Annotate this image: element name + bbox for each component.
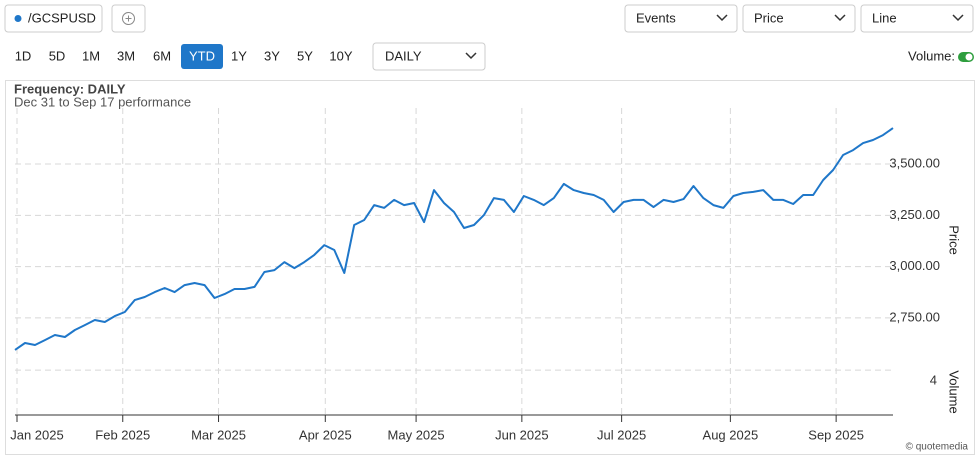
chart-frame bbox=[5, 80, 975, 455]
range-button[interactable]: 3M bbox=[117, 48, 135, 63]
x-tick-label: Aug 2025 bbox=[703, 427, 759, 442]
chevron bbox=[465, 52, 477, 60]
toggle-knob bbox=[965, 53, 973, 61]
x-tick-label: Mar 2025 bbox=[191, 427, 246, 442]
frequency-label: DAILY bbox=[385, 48, 422, 63]
frequency-dropdown[interactable] bbox=[372, 42, 486, 71]
range-button[interactable]: YTD bbox=[189, 48, 215, 63]
volume-toggle-label: Volume: bbox=[908, 48, 955, 63]
y-tick-label: 2,750.00 bbox=[889, 309, 940, 324]
symbol-label: /GCSPUSD bbox=[28, 10, 96, 25]
chevron bbox=[834, 14, 846, 22]
events-label: Events bbox=[636, 10, 676, 25]
x-tick-label: Sep 2025 bbox=[808, 427, 864, 442]
range-button[interactable]: 10Y bbox=[329, 48, 352, 63]
range-button[interactable]: 5Y bbox=[297, 48, 313, 63]
symbol-dot bbox=[14, 15, 22, 22]
x-tick-label: Apr 2025 bbox=[299, 427, 352, 442]
range-button[interactable]: 3Y bbox=[264, 48, 280, 63]
y2-tick-label: 4 bbox=[930, 373, 937, 388]
y-axis-label: Price bbox=[947, 225, 962, 255]
chevron bbox=[716, 14, 728, 22]
symbol-pill[interactable] bbox=[4, 4, 103, 33]
line-label: Line bbox=[872, 10, 897, 25]
chevron bbox=[952, 14, 964, 22]
line-dropdown[interactable] bbox=[860, 4, 974, 33]
range-button[interactable]: 5D bbox=[49, 48, 66, 63]
range-button[interactable]: 1Y bbox=[231, 48, 247, 63]
y-tick-label: 3,000.00 bbox=[889, 258, 940, 273]
price-line bbox=[14, 127, 894, 351]
y2-axis-label: Volume bbox=[947, 370, 962, 413]
range-button-active[interactable] bbox=[181, 44, 223, 69]
range-buttons: 1D 5D 1M 3M 6M YTD 1Y 3Y 5Y 10Y bbox=[15, 44, 353, 69]
y-tick-label: 3,500.00 bbox=[889, 155, 940, 170]
events-dropdown[interactable] bbox=[624, 4, 738, 33]
x-tick-label: Jun 2025 bbox=[495, 427, 549, 442]
add-icon bbox=[122, 12, 135, 25]
price-label: Price bbox=[754, 10, 784, 25]
range-button[interactable]: 1M bbox=[82, 48, 100, 63]
chart-subtitle: Dec 31 to Sep 17 performance bbox=[14, 94, 191, 109]
credit: © quotemedia bbox=[906, 442, 969, 453]
add-icon-plus bbox=[125, 15, 132, 22]
price-dropdown[interactable] bbox=[742, 4, 856, 33]
x-tick-label: Jul 2025 bbox=[597, 427, 646, 442]
x-tick-label: Feb 2025 bbox=[95, 427, 150, 442]
x-tick-label: May 2025 bbox=[388, 427, 445, 442]
range-button[interactable]: 6M bbox=[153, 48, 171, 63]
range-button[interactable]: 1D bbox=[15, 48, 32, 63]
x-tick-label: Jan 2025 bbox=[10, 427, 64, 442]
chart-title: Frequency: DAILY bbox=[14, 81, 126, 96]
y-tick-label: 3,250.00 bbox=[889, 207, 940, 222]
